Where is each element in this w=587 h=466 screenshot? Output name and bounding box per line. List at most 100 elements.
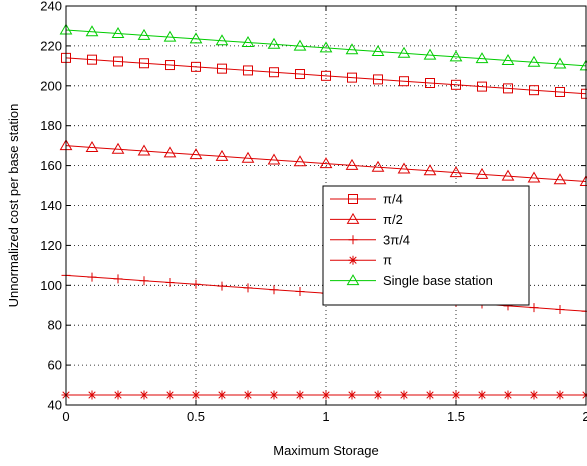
data-point <box>553 57 567 69</box>
data-point <box>165 60 175 71</box>
data-point <box>321 70 331 81</box>
x-tick-label: 0 <box>62 409 69 424</box>
y-tick-label: 60 <box>48 358 62 373</box>
x-tick-label: 1 <box>322 409 329 424</box>
data-point <box>529 303 539 313</box>
data-point <box>503 390 513 400</box>
data-point <box>241 36 255 48</box>
data-point <box>527 55 541 67</box>
data-point <box>113 390 123 400</box>
data-point <box>293 155 307 167</box>
data-point <box>319 41 333 53</box>
data-point <box>555 304 565 314</box>
data-point <box>267 153 281 165</box>
data-point <box>449 166 463 178</box>
y-tick-label: 80 <box>48 318 62 333</box>
y-tick-label: 220 <box>40 38 62 53</box>
legend: π/4 π/2 3π/4 π Single base station <box>322 185 530 306</box>
y-tick-label: 100 <box>40 278 62 293</box>
data-point <box>425 78 435 89</box>
data-point <box>269 390 279 400</box>
data-point <box>85 25 99 37</box>
data-point <box>165 278 175 288</box>
data-point <box>477 390 487 400</box>
data-point <box>293 39 307 51</box>
x-axis-label: Maximum Storage <box>273 443 378 458</box>
data-point <box>321 390 331 400</box>
legend-label: π <box>383 253 392 268</box>
data-point <box>451 390 461 400</box>
data-point <box>243 390 253 400</box>
data-point <box>189 32 203 44</box>
data-point <box>501 53 515 65</box>
data-point <box>529 85 539 96</box>
legend-marker <box>348 194 358 204</box>
legend-box <box>322 185 530 306</box>
data-point <box>191 279 201 289</box>
data-point <box>215 149 229 161</box>
data-point <box>475 167 489 179</box>
data-point <box>397 162 411 174</box>
data-point <box>139 58 149 69</box>
legend-item: Single base station <box>330 273 493 288</box>
data-point <box>295 390 305 400</box>
data-point <box>295 69 305 80</box>
data-point <box>503 83 513 94</box>
data-point <box>345 158 359 170</box>
data-point <box>137 144 151 156</box>
data-point <box>87 390 97 400</box>
series-4 <box>59 23 587 71</box>
data-point <box>423 164 437 176</box>
data-point <box>85 140 99 152</box>
data-point <box>399 390 409 400</box>
data-point <box>371 160 385 172</box>
data-point <box>423 48 437 60</box>
legend-marker <box>346 274 360 286</box>
data-point <box>217 63 227 74</box>
y-axis-label: Unnormalized cost per base station <box>6 104 21 308</box>
data-point <box>267 37 281 49</box>
legend-item: π <box>330 253 392 268</box>
legend-label: 3π/4 <box>383 232 410 247</box>
legend-item: π/2 <box>330 212 403 227</box>
data-point <box>217 390 227 400</box>
data-point <box>529 390 539 400</box>
data-point <box>527 171 541 183</box>
data-point <box>215 34 229 46</box>
data-point <box>319 157 333 169</box>
data-point <box>217 281 227 291</box>
x-tick-label: 2 <box>582 409 587 424</box>
y-tick-label: 140 <box>40 198 62 213</box>
data-point <box>555 390 565 400</box>
data-point <box>191 390 201 400</box>
data-point <box>425 390 435 400</box>
data-point <box>345 43 359 55</box>
legend-marker <box>348 235 358 245</box>
data-point <box>111 27 125 39</box>
data-point <box>477 81 487 92</box>
data-point <box>373 390 383 400</box>
y-tick-label: 120 <box>40 238 62 253</box>
data-point <box>163 146 177 158</box>
data-point <box>165 390 175 400</box>
legend-label: Single base station <box>383 273 493 288</box>
y-tick-label: 40 <box>48 398 62 413</box>
data-point <box>137 28 151 40</box>
data-point <box>347 72 357 83</box>
legend-label: π/2 <box>383 212 403 227</box>
data-point <box>269 67 279 78</box>
series-0 <box>61 52 587 99</box>
data-point <box>269 285 279 295</box>
data-point <box>373 74 383 85</box>
legend-item: 3π/4 <box>330 232 410 247</box>
legend-marker <box>346 212 360 224</box>
y-tick-label: 160 <box>40 158 62 173</box>
series-line <box>65 29 587 67</box>
y-tick-label: 200 <box>40 78 62 93</box>
data-point <box>163 30 177 42</box>
data-point <box>501 169 515 181</box>
data-point <box>243 65 253 76</box>
x-tick-label: 1.5 <box>447 409 465 424</box>
